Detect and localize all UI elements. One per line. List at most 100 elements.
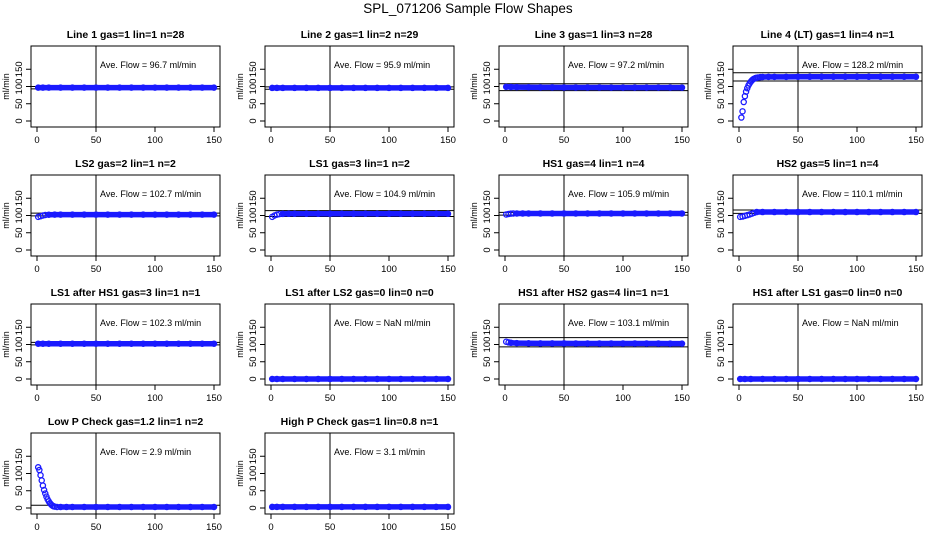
panel-title: Line 4 (LT) gas=1 lin=4 n=1 [761,29,895,41]
y-tick-label: 0 [482,376,493,381]
average-flow-label: Ave. Flow = 3.1 ml/min [334,447,425,457]
average-flow-label: Ave. Flow = 95.9 ml/min [334,60,430,70]
x-tick-label: 150 [674,135,690,146]
panel-5: LS2 gas=2 lin=1 n=20 50 100 150050100150ml/… [1,158,222,275]
x-tick-label: 100 [615,393,631,404]
average-flow-label: Ave. Flow = 97.2 ml/min [568,60,664,70]
x-tick-label: 100 [615,264,631,275]
x-tick-label: 50 [91,393,102,404]
y-tick-label: 150 [248,319,259,335]
y-tick-label: 50 [14,356,25,367]
panel-4: Line 4 (LT) gas=1 lin=4 n=1 0 50 100 150 0 50 1… [703,29,924,146]
y-tick-label: 150 [248,448,259,464]
panel-1: Line 1 gas=1 lin=1 n=28 0 50 100 150 0 50 100 15… [1,29,222,146]
y-tick-label: 50 [482,356,493,367]
y-tick-label: 50 [482,98,493,109]
average-flow-label: Ave. Flow = 103.1 ml/min [568,318,669,328]
y-tick-label: 50 [14,98,25,109]
y-axis-label: ml/min [469,202,479,229]
x-tick-label: 150 [908,135,924,146]
y-tick-label: 150 [14,190,25,206]
y-tick-label: 0 [248,118,259,123]
panel-title: LS1 after LS2 gas=0 lin=0 n=0 [285,287,434,299]
panel-title: HS1 after LS1 gas=0 lin=0 n=0 [753,287,903,299]
y-tick-label: 50 [14,485,25,496]
x-tick-label: 100 [849,264,865,275]
x-tick-label: 0 [502,264,507,275]
data-point [738,114,745,121]
panel-12: HS1 after LS1 gas=0 lin=0 n=0 0 50 100 150 0 5… [703,287,924,404]
average-flow-label: Ave. Flow = 102.7 ml/min [100,189,201,199]
plot-frame [732,174,923,257]
x-tick-label: 0 [268,264,273,275]
y-tick-label: 150 [716,319,727,335]
x-tick-label: 150 [206,264,222,275]
x-tick-label: 50 [559,393,570,404]
x-tick-label: 50 [91,135,102,146]
panel-title: HS1 gas=4 lin=1 n=4 [543,158,645,170]
panel-title: Low P Check gas=1.2 lin=1 n=2 [48,416,203,428]
y-tick-label: 150 [716,61,727,77]
average-flow-label: Ave. Flow = 96.7 ml/min [100,60,196,70]
x-tick-label: 50 [325,264,336,275]
y-tick-label: 100 [14,466,25,482]
panel-title: LS1 gas=3 lin=1 n=2 [309,158,410,170]
x-tick-label: 50 [793,135,804,146]
y-tick-label: 100 [14,79,25,95]
y-tick-label: 100 [482,208,493,224]
y-tick-label: 0 [482,247,493,252]
x-tick-label: 50 [325,522,336,533]
x-tick-label: 100 [849,393,865,404]
y-tick-label: 100 [248,466,259,482]
y-axis-label: ml/min [235,460,245,487]
y-tick-label: 0 [14,118,25,123]
x-tick-label: 50 [325,393,336,404]
panel-title: Line 1 gas=1 lin=1 n=28 [67,29,185,41]
y-tick-label: 50 [716,227,727,238]
y-axis-label: ml/min [1,202,11,229]
y-tick-label: 150 [482,319,493,335]
x-tick-label: 50 [793,393,804,404]
y-tick-label: 0 [14,505,25,510]
x-tick-label: 100 [147,264,163,275]
y-tick-label: 100 [482,337,493,353]
y-tick-label: 150 [482,61,493,77]
x-tick-label: 0 [736,135,741,146]
average-flow-label: Ave. Flow = NaN ml/min [802,318,899,328]
y-tick-label: 100 [716,79,727,95]
x-tick-label: 150 [908,264,924,275]
y-tick-label: 100 [248,208,259,224]
x-tick-label: 100 [147,135,163,146]
panel-title: HS1 after HS2 gas=4 lin=1 n=1 [518,287,669,299]
y-tick-label: 0 [716,376,727,381]
average-flow-label: Ave. Flow = 104.9 ml/min [334,189,435,199]
panel-7: HS1 gas=4 lin=1 n=40 50 100 150050100150ml/… [469,158,690,275]
panel-title: LS2 gas=2 lin=1 n=2 [75,158,176,170]
panel-3: Line 3 gas=1 lin=3 n=28 0 50 100 150 0 50 100 15… [469,29,690,146]
y-axis-label: ml/min [235,202,245,229]
y-tick-label: 150 [716,190,727,206]
data-point [740,98,747,106]
panel-13: Low P Check gas=1.2 lin=1 n=2 0 50 100 150 0 5… [1,416,222,533]
x-tick-label: 50 [91,522,102,533]
panel-9: LS1 after HS1 gas=3 lin=1 n=1 0 50 100 150 0 5… [1,287,222,404]
y-tick-label: 50 [248,356,259,367]
panel-title: HS2 gas=5 lin=1 n=4 [777,158,879,170]
panel-2: Line 2 gas=1 lin=2 n=29 0 50 100 150 0 50 100 15… [235,29,456,146]
y-tick-label: 150 [248,61,259,77]
data-point [507,210,515,217]
y-tick-label: 100 [14,208,25,224]
x-tick-label: 0 [268,393,273,404]
x-tick-label: 50 [793,264,804,275]
x-tick-label: 0 [34,393,39,404]
panel-6: LS1 gas=3 lin=1 n=20 50 100 150050100150ml/… [235,158,456,275]
x-tick-label: 100 [147,393,163,404]
x-tick-label: 50 [559,135,570,146]
plot-frame [732,303,923,386]
data-point [37,471,44,479]
x-tick-label: 100 [381,522,397,533]
y-tick-label: 100 [248,337,259,353]
plot-frame [732,45,923,128]
x-tick-label: 100 [615,135,631,146]
data-point [739,108,746,115]
